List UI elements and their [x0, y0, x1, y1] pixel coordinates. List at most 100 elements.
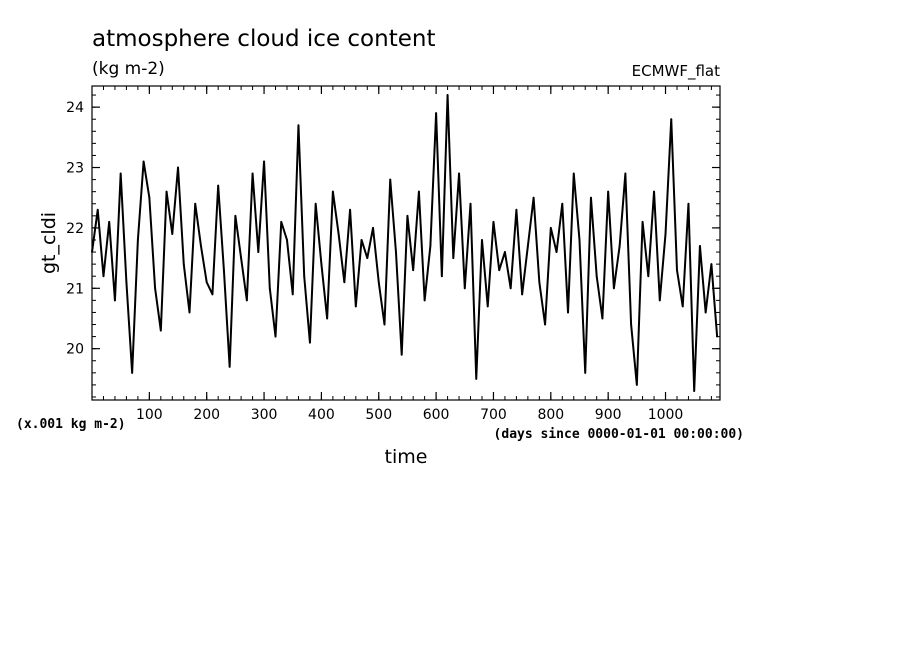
data-point: [114, 299, 116, 302]
x-tick-label: 200: [193, 407, 220, 423]
data-point: [498, 269, 501, 272]
data-point: [188, 311, 191, 314]
data-point: [125, 281, 128, 284]
data-point: [309, 341, 311, 344]
data-point: [452, 257, 455, 259]
x-tick-label: 800: [537, 407, 564, 423]
data-point: [274, 335, 277, 338]
data-point: [354, 305, 357, 308]
data-point: [240, 257, 243, 259]
data-point: [704, 311, 707, 314]
x-tick-label: 700: [480, 407, 507, 423]
x-tick-label: 900: [595, 407, 622, 423]
data-point: [337, 233, 340, 235]
x-tick-label: 500: [365, 407, 392, 423]
data-point: [670, 118, 673, 121]
data-point: [590, 196, 592, 199]
data-point: [578, 239, 581, 241]
x-tick-label: 400: [308, 407, 335, 423]
data-point: [286, 239, 288, 241]
data-point: [435, 112, 438, 115]
data-point: [343, 281, 346, 284]
x-axis-label: time: [385, 446, 428, 468]
data-point: [326, 317, 329, 320]
chart-title: atmosphere cloud ice content: [92, 26, 435, 52]
plot-frame: [91, 85, 721, 401]
data-point: [664, 233, 667, 235]
data-point: [653, 190, 655, 193]
data-point: [377, 281, 380, 284]
y-tick-label: 23: [66, 161, 84, 177]
data-point: [314, 202, 317, 205]
data-point: [716, 335, 719, 338]
series-layer: [91, 94, 719, 392]
data-point: [91, 251, 93, 253]
y-axis-ticks: 20 21 22 23 24: [66, 94, 720, 398]
data-point: [331, 190, 334, 193]
data-point: [699, 245, 701, 247]
data-point: [418, 190, 420, 193]
data-point: [624, 172, 627, 175]
x-axis-ticks: 100 200 300 400 500 600 700 800 900 1000: [91, 86, 712, 423]
data-point: [509, 287, 512, 290]
y-axis-label: gt_cldi: [38, 212, 60, 274]
data-point: [676, 269, 678, 272]
x-tick-label: 600: [423, 407, 450, 423]
data-point: [458, 172, 460, 175]
data-point: [395, 251, 397, 253]
data-point: [463, 287, 466, 290]
series-line: [91, 94, 719, 392]
data-point: [194, 202, 197, 205]
data-point: [291, 293, 294, 296]
data-point: [119, 172, 122, 175]
data-point: [584, 371, 587, 374]
x-tick-label: 300: [251, 407, 278, 423]
data-point: [641, 220, 644, 223]
data-point: [366, 257, 369, 259]
data-point: [693, 390, 696, 392]
y-tick-label: 21: [66, 281, 84, 297]
data-point: [521, 293, 524, 296]
x-tick-label: 1000: [648, 407, 684, 423]
data-point: [171, 233, 174, 235]
data-point: [268, 287, 271, 290]
data-point: [630, 323, 633, 326]
data-point: [635, 384, 638, 386]
data-point: [647, 275, 650, 278]
data-point: [423, 299, 426, 302]
y-tick-label: 20: [66, 342, 84, 358]
data-point: [349, 208, 351, 211]
data-point: [200, 245, 202, 247]
data-point: [561, 202, 564, 205]
y-tick-label: 22: [66, 221, 84, 237]
data-point: [165, 190, 168, 193]
data-point: [612, 287, 615, 290]
data-point: [504, 251, 506, 253]
data-point: [102, 275, 105, 278]
data-point: [177, 166, 179, 169]
data-point: [148, 196, 151, 199]
y-tick-label: 24: [66, 100, 84, 116]
data-point: [96, 208, 99, 211]
data-point: [108, 220, 111, 223]
data-point: [131, 371, 134, 374]
data-point: [567, 311, 569, 314]
data-point: [263, 160, 265, 163]
data-point: [280, 220, 283, 223]
data-point: [389, 178, 392, 181]
x-tick-label: 100: [136, 407, 163, 423]
data-point: [245, 299, 248, 302]
data-point: [360, 239, 363, 241]
data-point: [406, 214, 409, 217]
data-point: [549, 227, 552, 229]
source-label: ECMWF_flat: [632, 62, 720, 81]
data-point: [555, 251, 558, 253]
data-point: [383, 323, 386, 326]
data-point: [257, 251, 260, 253]
data-point: [595, 275, 598, 278]
data-point: [142, 160, 145, 163]
x-units-label: (days since 0000-01-01 00:00:00): [494, 427, 744, 442]
data-point: [618, 245, 621, 247]
data-point: [572, 172, 575, 175]
chart-subtitle: (kg m-2): [92, 59, 165, 79]
